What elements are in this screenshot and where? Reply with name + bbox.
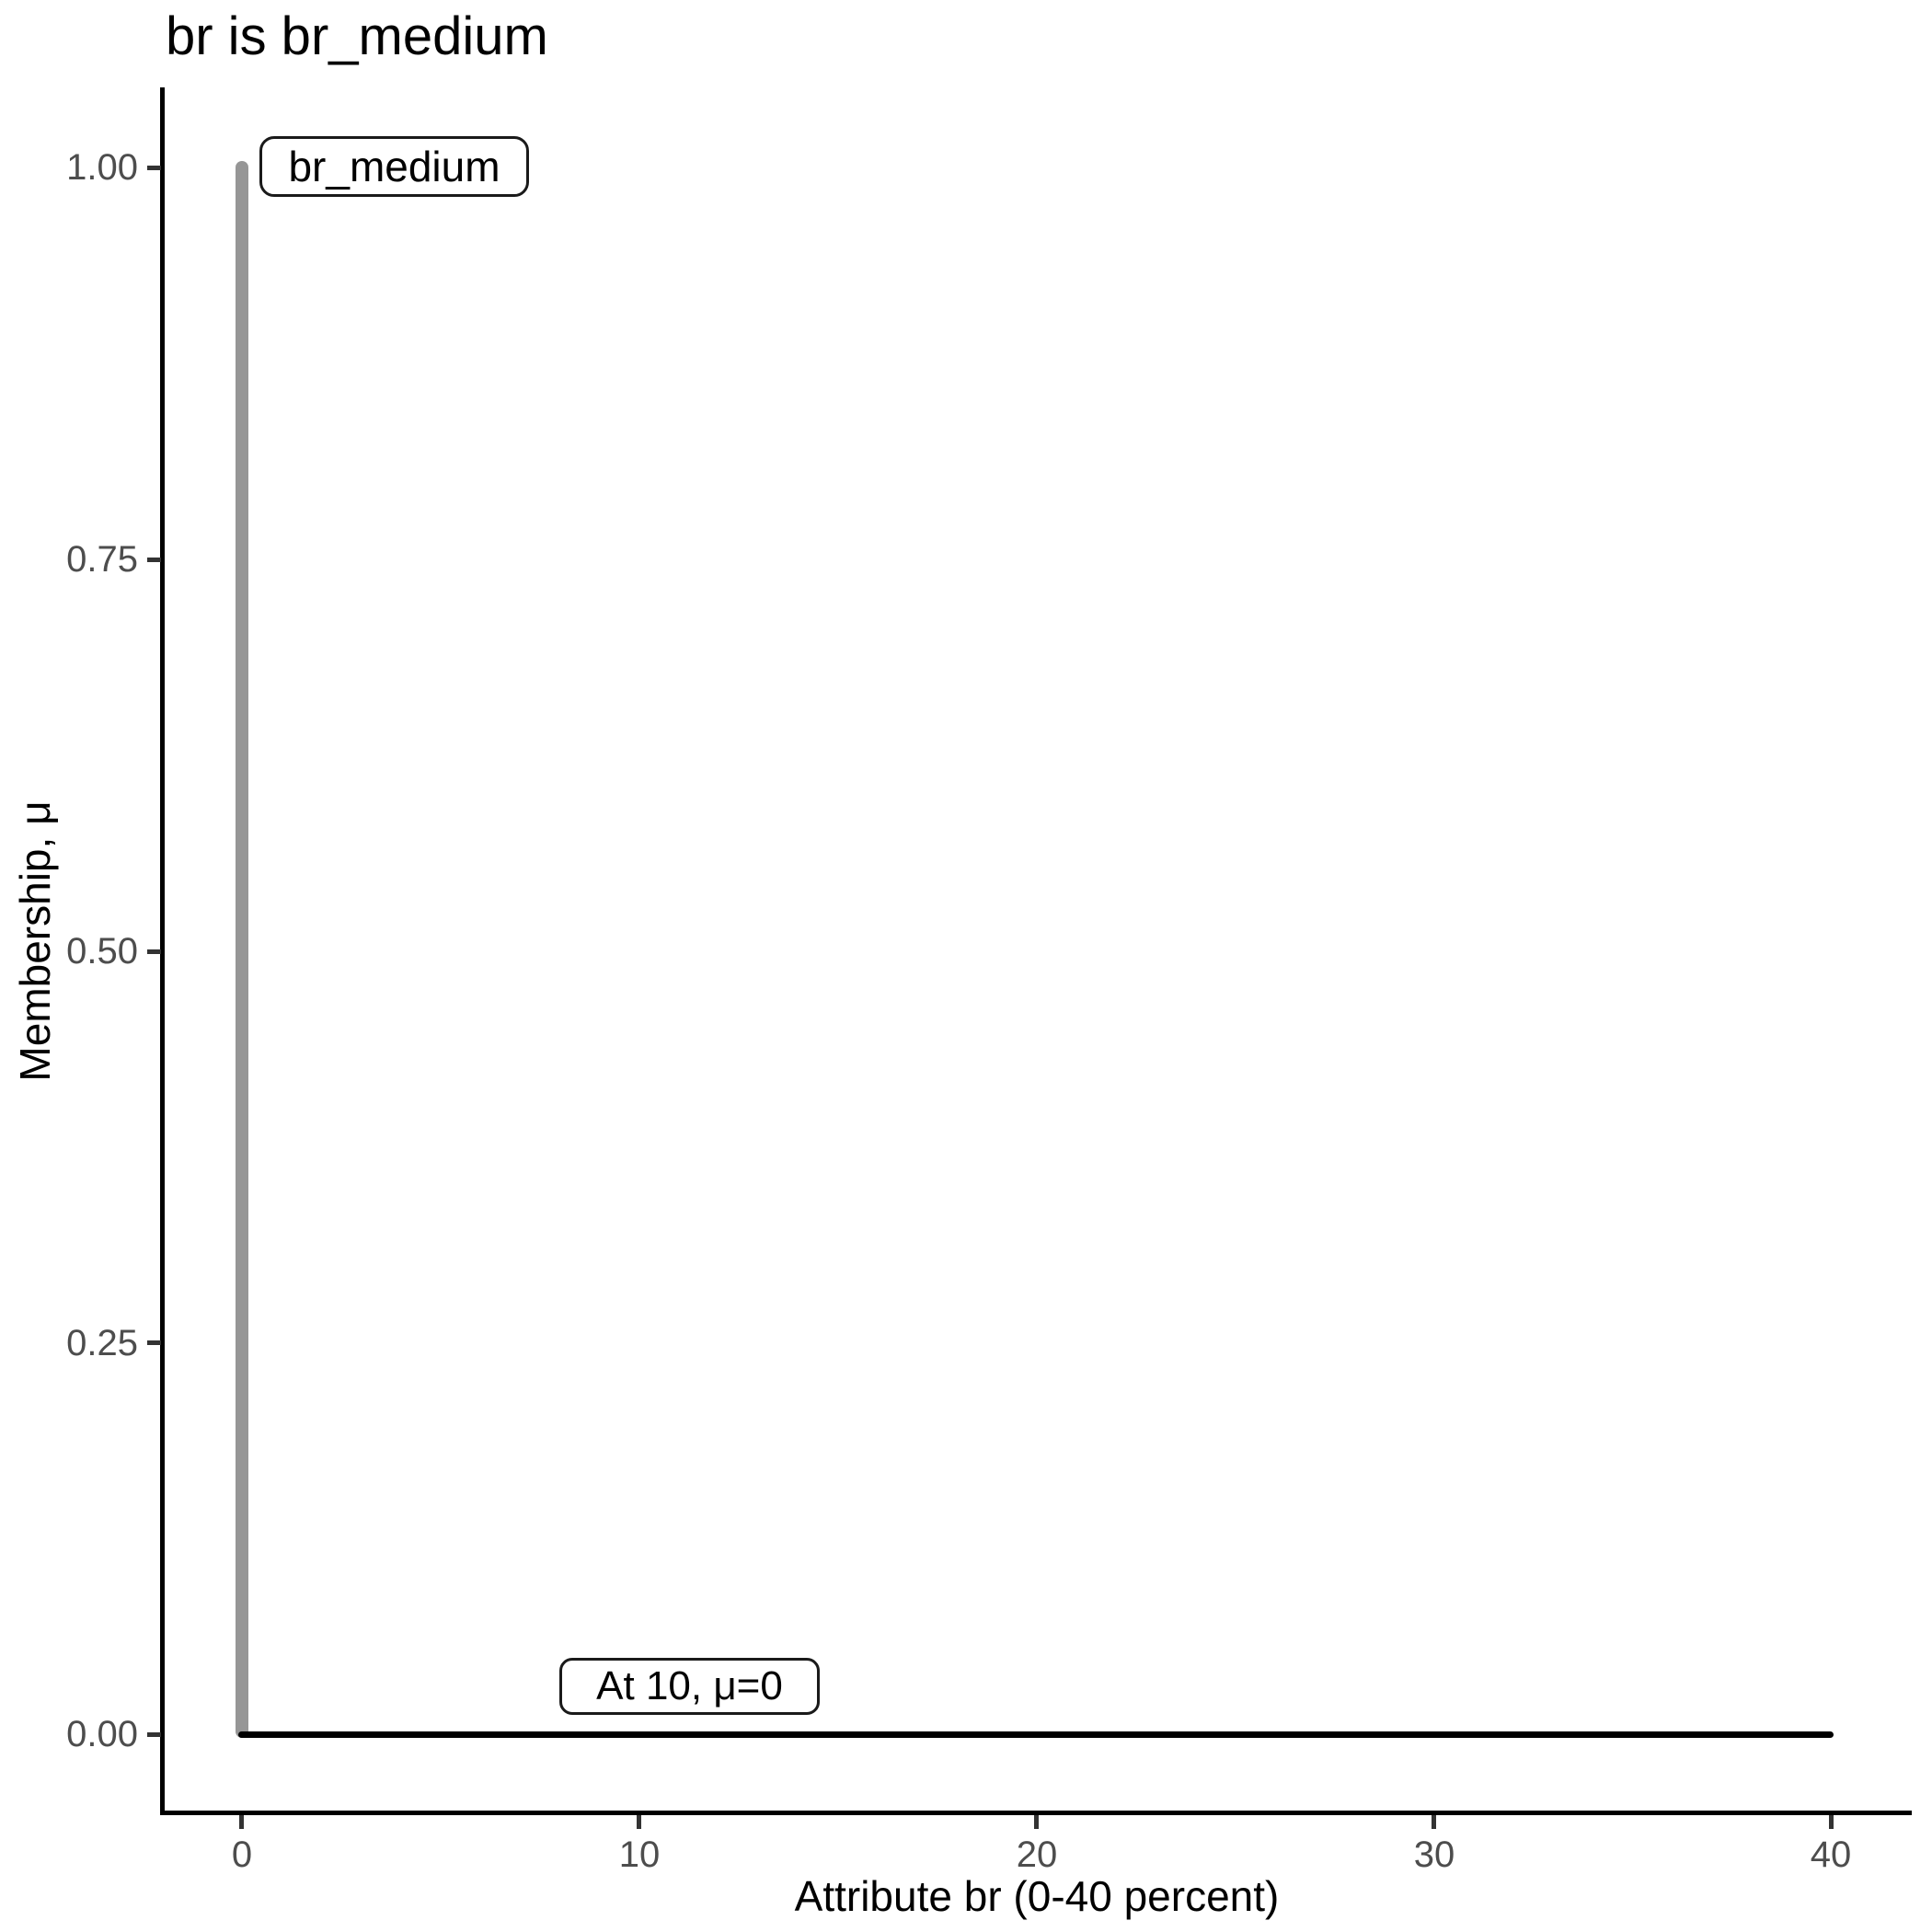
x-tick-40 [1829, 1815, 1834, 1829]
y-tick-1.00 [147, 166, 161, 170]
y-tick-0.75 [147, 558, 161, 562]
y-tick-label-0.75: 0.75 [66, 539, 138, 580]
y-tick-label-1.00: 1.00 [66, 147, 138, 188]
annotation-br-medium-text: br_medium [288, 143, 500, 190]
chart-title: br is br_medium [166, 6, 548, 66]
x-tick-10 [637, 1815, 641, 1829]
annotation-at-10-mu-0-text: At 10, μ=0 [596, 1663, 783, 1708]
x-axis-title: Attribute br (0-40 percent) [794, 1872, 1280, 1920]
annotation-at-10-mu-0: At 10, μ=0 [559, 1658, 820, 1715]
x-tick-label-30: 30 [1413, 1834, 1455, 1875]
x-tick-label-0: 0 [231, 1834, 253, 1875]
y-tick-label-0.25: 0.25 [66, 1323, 138, 1363]
x-tick-label-20: 20 [1016, 1834, 1058, 1875]
annotation-br-medium: br_medium [259, 136, 529, 197]
x-tick-20 [1034, 1815, 1039, 1829]
x-axis-line [160, 1811, 1912, 1815]
y-tick-0.50 [147, 949, 161, 954]
y-tick-0.00 [147, 1732, 161, 1737]
y-tick-label-0.00: 0.00 [66, 1714, 138, 1754]
x-tick-30 [1432, 1815, 1436, 1829]
br-medium-spike-segment [236, 161, 248, 1738]
y-tick-label-0.50: 0.50 [66, 931, 138, 972]
x-tick-0 [239, 1815, 244, 1829]
x-tick-label-10: 10 [618, 1834, 661, 1875]
membership-zero-line [238, 1731, 1834, 1738]
y-axis-line [160, 87, 165, 1815]
x-tick-label-40: 40 [1810, 1834, 1852, 1875]
y-tick-0.25 [147, 1340, 161, 1345]
